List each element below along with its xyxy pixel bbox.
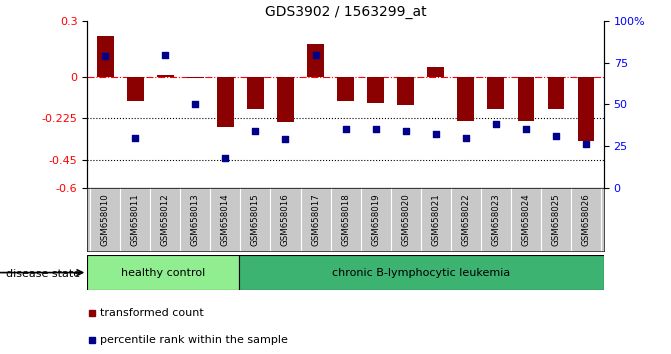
Text: GSM658017: GSM658017 bbox=[311, 193, 320, 246]
Bar bbox=[127, 77, 144, 101]
Title: GDS3902 / 1563299_at: GDS3902 / 1563299_at bbox=[265, 5, 426, 19]
Point bbox=[370, 127, 381, 132]
Bar bbox=[458, 77, 474, 121]
Text: chronic B-lymphocytic leukemia: chronic B-lymphocytic leukemia bbox=[332, 268, 511, 278]
Point bbox=[430, 132, 441, 137]
Text: healthy control: healthy control bbox=[121, 268, 205, 278]
Point bbox=[280, 137, 291, 142]
Text: GSM658018: GSM658018 bbox=[341, 193, 350, 246]
Text: GSM658023: GSM658023 bbox=[491, 193, 501, 246]
Bar bbox=[517, 77, 534, 121]
Bar bbox=[427, 67, 444, 77]
Text: GSM658011: GSM658011 bbox=[131, 193, 140, 246]
Bar bbox=[217, 77, 234, 127]
Bar bbox=[247, 77, 264, 109]
Point bbox=[160, 52, 170, 57]
Text: disease state: disease state bbox=[7, 269, 81, 279]
Bar bbox=[187, 77, 203, 78]
Bar bbox=[578, 77, 594, 141]
Bar bbox=[87, 255, 239, 290]
Text: GSM658016: GSM658016 bbox=[281, 193, 290, 246]
Text: GSM658013: GSM658013 bbox=[191, 193, 200, 246]
Point bbox=[220, 155, 231, 160]
Text: GSM658024: GSM658024 bbox=[521, 193, 530, 246]
Bar bbox=[307, 44, 324, 77]
Point bbox=[130, 135, 141, 141]
Point bbox=[401, 128, 411, 134]
Text: GSM658010: GSM658010 bbox=[101, 193, 110, 246]
Point bbox=[460, 135, 471, 141]
Bar bbox=[548, 77, 564, 109]
Text: GSM658025: GSM658025 bbox=[552, 193, 560, 246]
Text: GSM658021: GSM658021 bbox=[431, 193, 440, 246]
Point bbox=[100, 53, 111, 59]
Point bbox=[190, 102, 201, 107]
Point bbox=[250, 128, 261, 134]
Point bbox=[580, 142, 591, 147]
Text: GSM658014: GSM658014 bbox=[221, 193, 230, 246]
Point bbox=[310, 52, 321, 57]
Text: percentile rank within the sample: percentile rank within the sample bbox=[100, 335, 288, 345]
Point bbox=[550, 133, 561, 139]
Text: GSM658026: GSM658026 bbox=[581, 193, 590, 246]
Bar bbox=[488, 77, 504, 109]
Bar bbox=[97, 36, 113, 77]
Point bbox=[491, 121, 501, 127]
Text: GSM658015: GSM658015 bbox=[251, 193, 260, 246]
Bar bbox=[367, 77, 384, 103]
Text: GSM658019: GSM658019 bbox=[371, 193, 380, 246]
Text: GSM658012: GSM658012 bbox=[161, 193, 170, 246]
Text: GSM658022: GSM658022 bbox=[461, 193, 470, 246]
Text: transformed count: transformed count bbox=[100, 308, 204, 318]
Bar bbox=[157, 75, 174, 77]
Bar bbox=[397, 77, 414, 105]
Point bbox=[340, 127, 351, 132]
Bar bbox=[239, 255, 604, 290]
Bar bbox=[338, 77, 354, 101]
Point bbox=[521, 127, 531, 132]
Bar bbox=[277, 77, 294, 122]
Text: GSM658020: GSM658020 bbox=[401, 193, 410, 246]
